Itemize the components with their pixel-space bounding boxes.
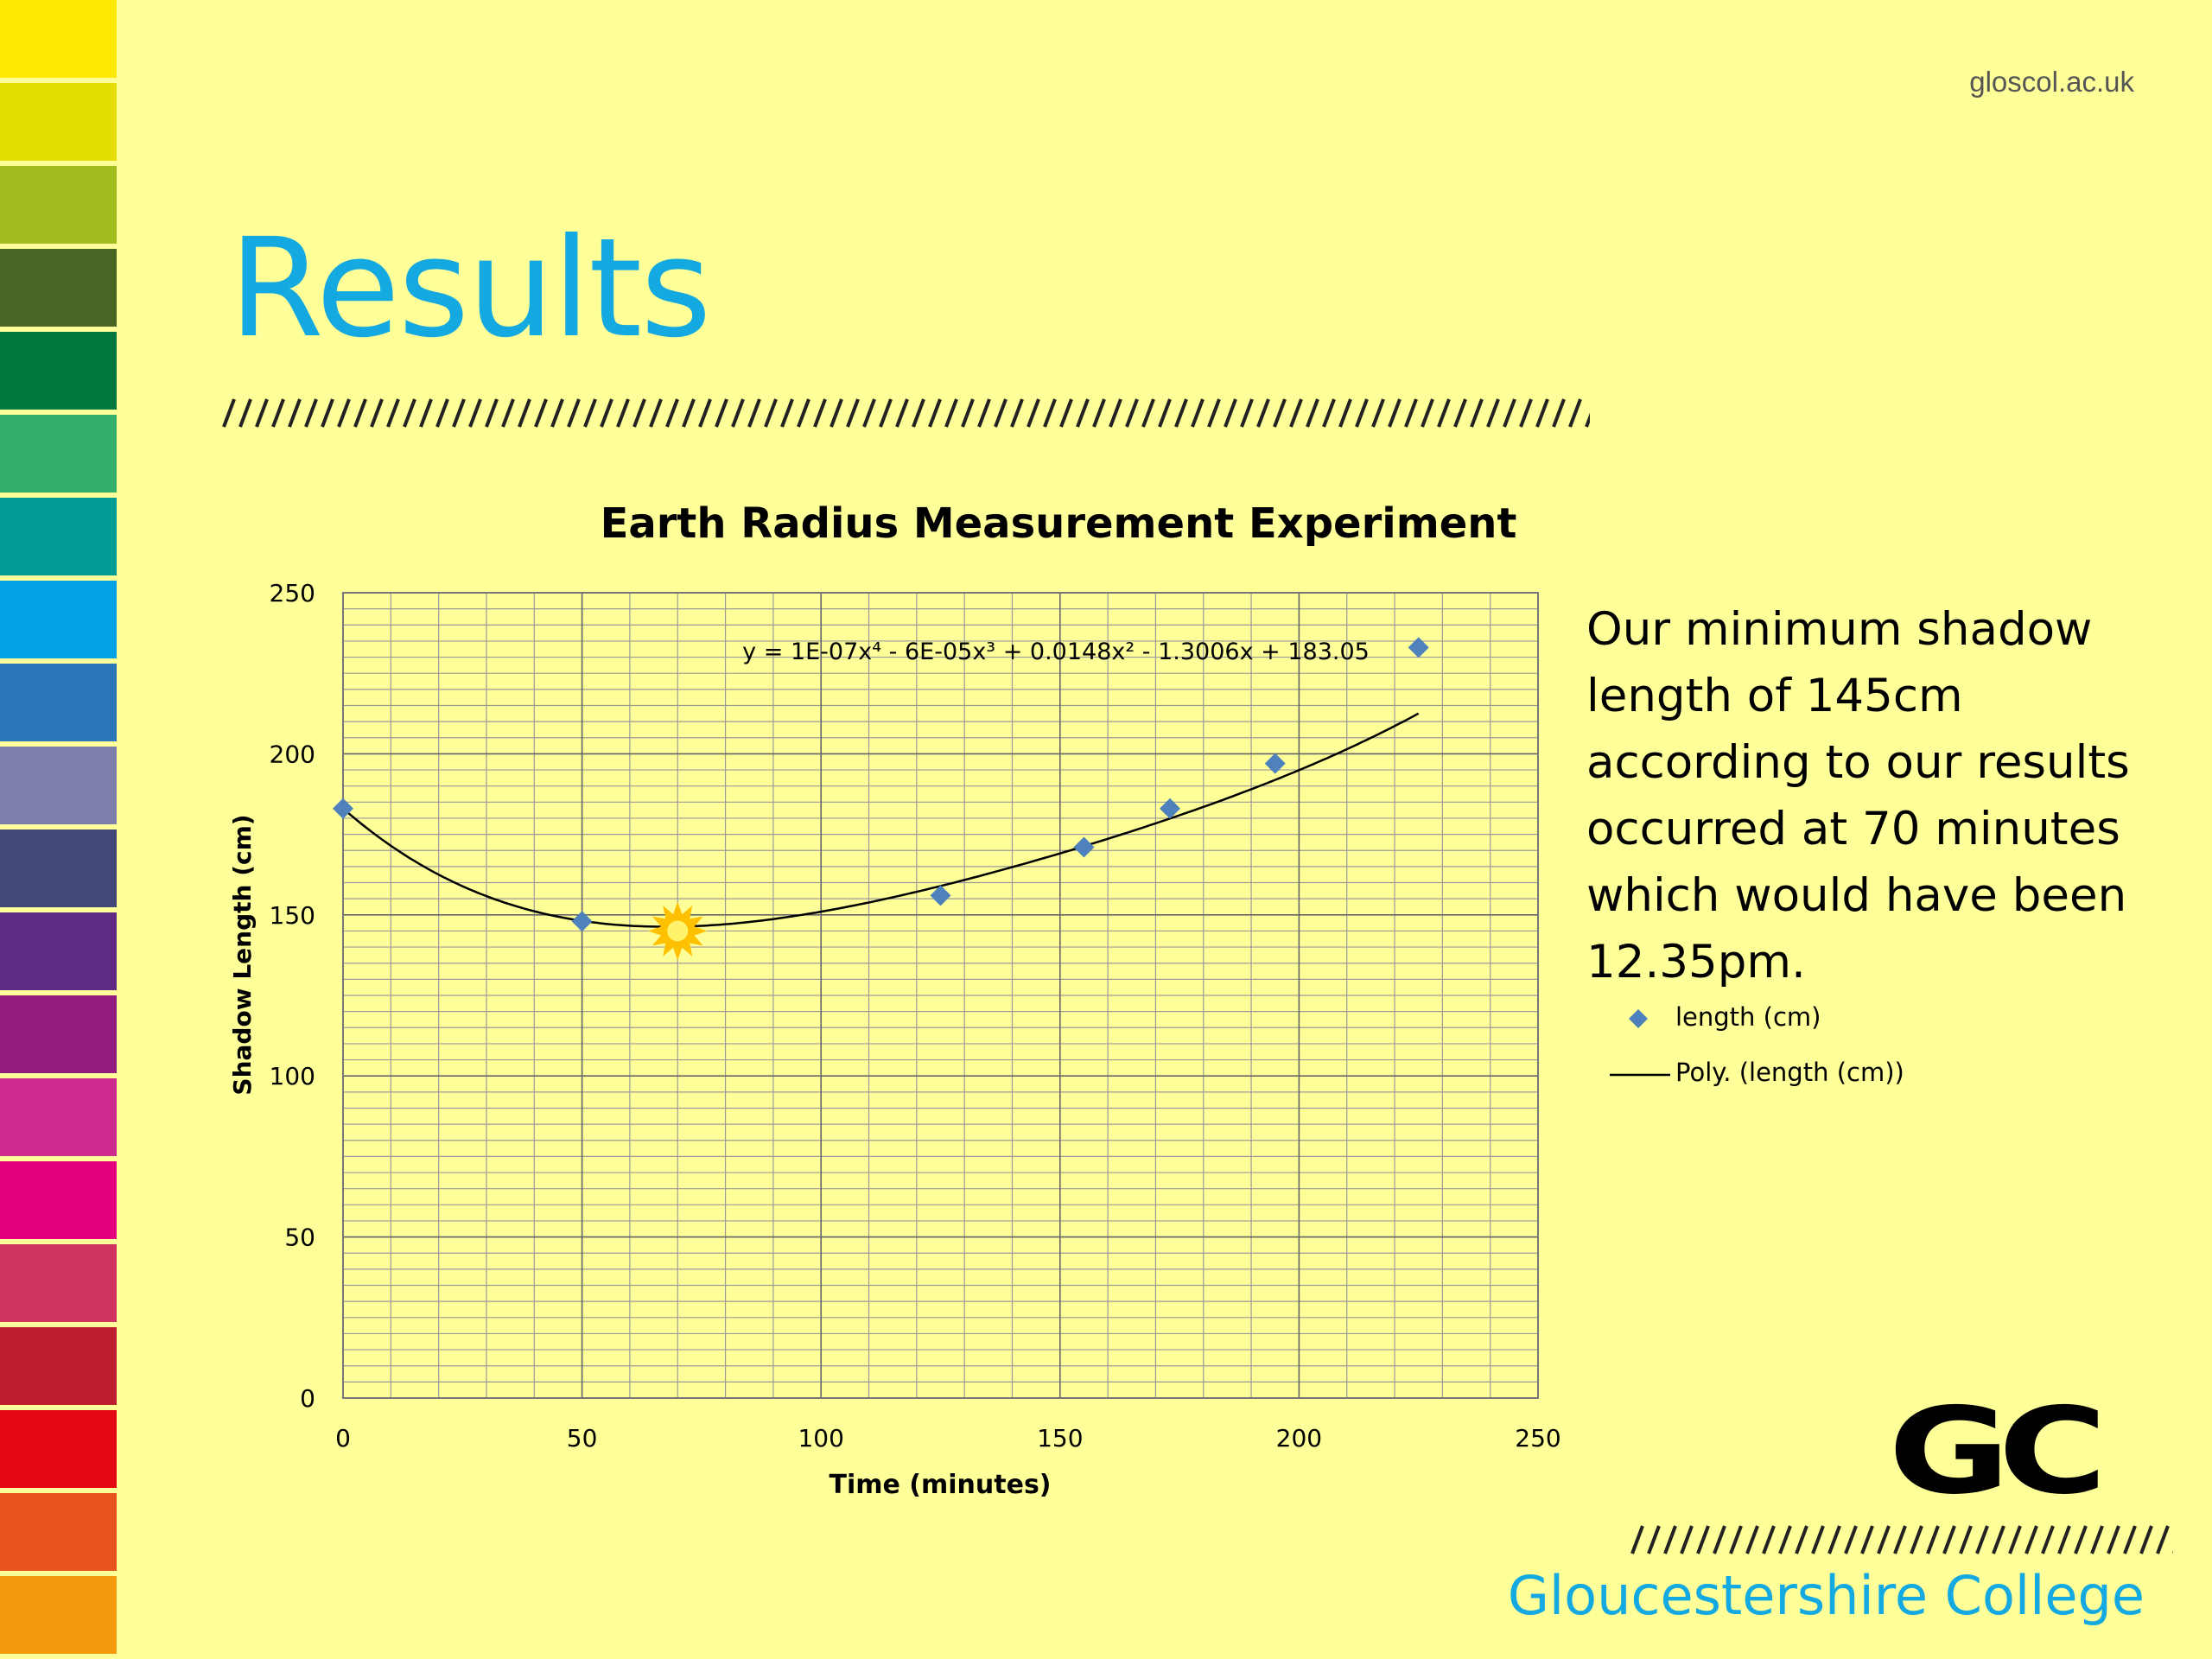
sun-ray [694,926,708,936]
chart-title: Earth Radius Measurement Experiment [601,499,1517,548]
y-tick-label: 150 [270,901,315,930]
gc-logo: GC [1888,1395,2110,1516]
y-tick-label: 100 [270,1062,315,1090]
side-stripe [0,0,117,78]
x-axis-ticks: 0 50 100 150 200 250 [335,1424,1561,1452]
side-stripe [0,1493,117,1571]
x-tick-label: 100 [798,1424,843,1452]
sun-ray [648,926,661,936]
data-point [1264,753,1286,774]
x-tick-label: 250 [1515,1424,1560,1452]
college-name: Gloucestershire College [1507,1564,2145,1627]
x-tick-label: 150 [1037,1424,1083,1452]
side-stripe [0,249,117,327]
y-tick-label: 250 [270,579,315,607]
sun-ray [673,901,683,915]
trendline-equation: y = 1E-07x⁴ - 6E-05x³ + 0.0148x² - 1.300… [742,639,1370,665]
results-note: Our minimum shadow length of 145cm accor… [1586,603,2130,988]
side-stripe [0,1327,117,1405]
legend-line-marker [1610,1073,1670,1077]
data-point [1073,836,1095,858]
legend-diamond-marker [1629,1009,1648,1028]
data-point [333,798,353,819]
plot-border [342,592,1539,1399]
side-stripe [0,581,117,658]
sun-ray [673,947,683,961]
side-stripe [0,664,117,741]
y-axis-label: Shadow Length (cm) [228,814,257,1095]
y-axis-ticks: 0 50 100 150 200 250 [270,579,315,1413]
side-stripe [0,332,117,410]
side-stripe [0,995,117,1073]
y-tick-label: 50 [284,1224,315,1252]
data-point [571,911,593,932]
side-color-stripes [0,0,117,1659]
site-url: gloscol.ac.uk [1969,66,2134,98]
x-tick-label: 200 [1276,1424,1322,1452]
logo-hatch-divider [1629,1524,2173,1555]
side-stripe [0,1161,117,1239]
slide-title: Results [229,209,712,368]
side-stripe [0,166,117,244]
side-stripe [0,1410,117,1488]
y-tick-label: 0 [300,1384,315,1413]
side-stripe [0,415,117,493]
data-point [1160,798,1181,819]
svg-text:GC: GC [1888,1395,2098,1516]
side-stripe [0,912,117,990]
sun-icon [648,901,708,961]
x-axis-label: Time (minutes) [829,1470,1051,1500]
data-point [1408,637,1429,658]
sun-core [667,920,689,942]
title-hatch-divider [220,397,1590,429]
y-tick-label: 200 [270,740,315,768]
legend-label-points: length (cm) [1675,1002,1821,1032]
data-points [333,637,1429,932]
side-stripe [0,498,117,575]
trendline [342,712,1420,928]
side-stripe [0,747,117,824]
plot-area [342,592,1539,1399]
side-stripe [0,1576,117,1654]
side-stripe [0,83,117,161]
side-stripe [0,1244,117,1322]
x-tick-label: 50 [567,1424,598,1452]
data-point [930,885,951,906]
legend-label-trendline: Poly. (length (cm)) [1675,1058,1904,1087]
side-stripe [0,830,117,907]
side-stripe [0,1078,117,1156]
x-tick-label: 0 [335,1424,351,1452]
